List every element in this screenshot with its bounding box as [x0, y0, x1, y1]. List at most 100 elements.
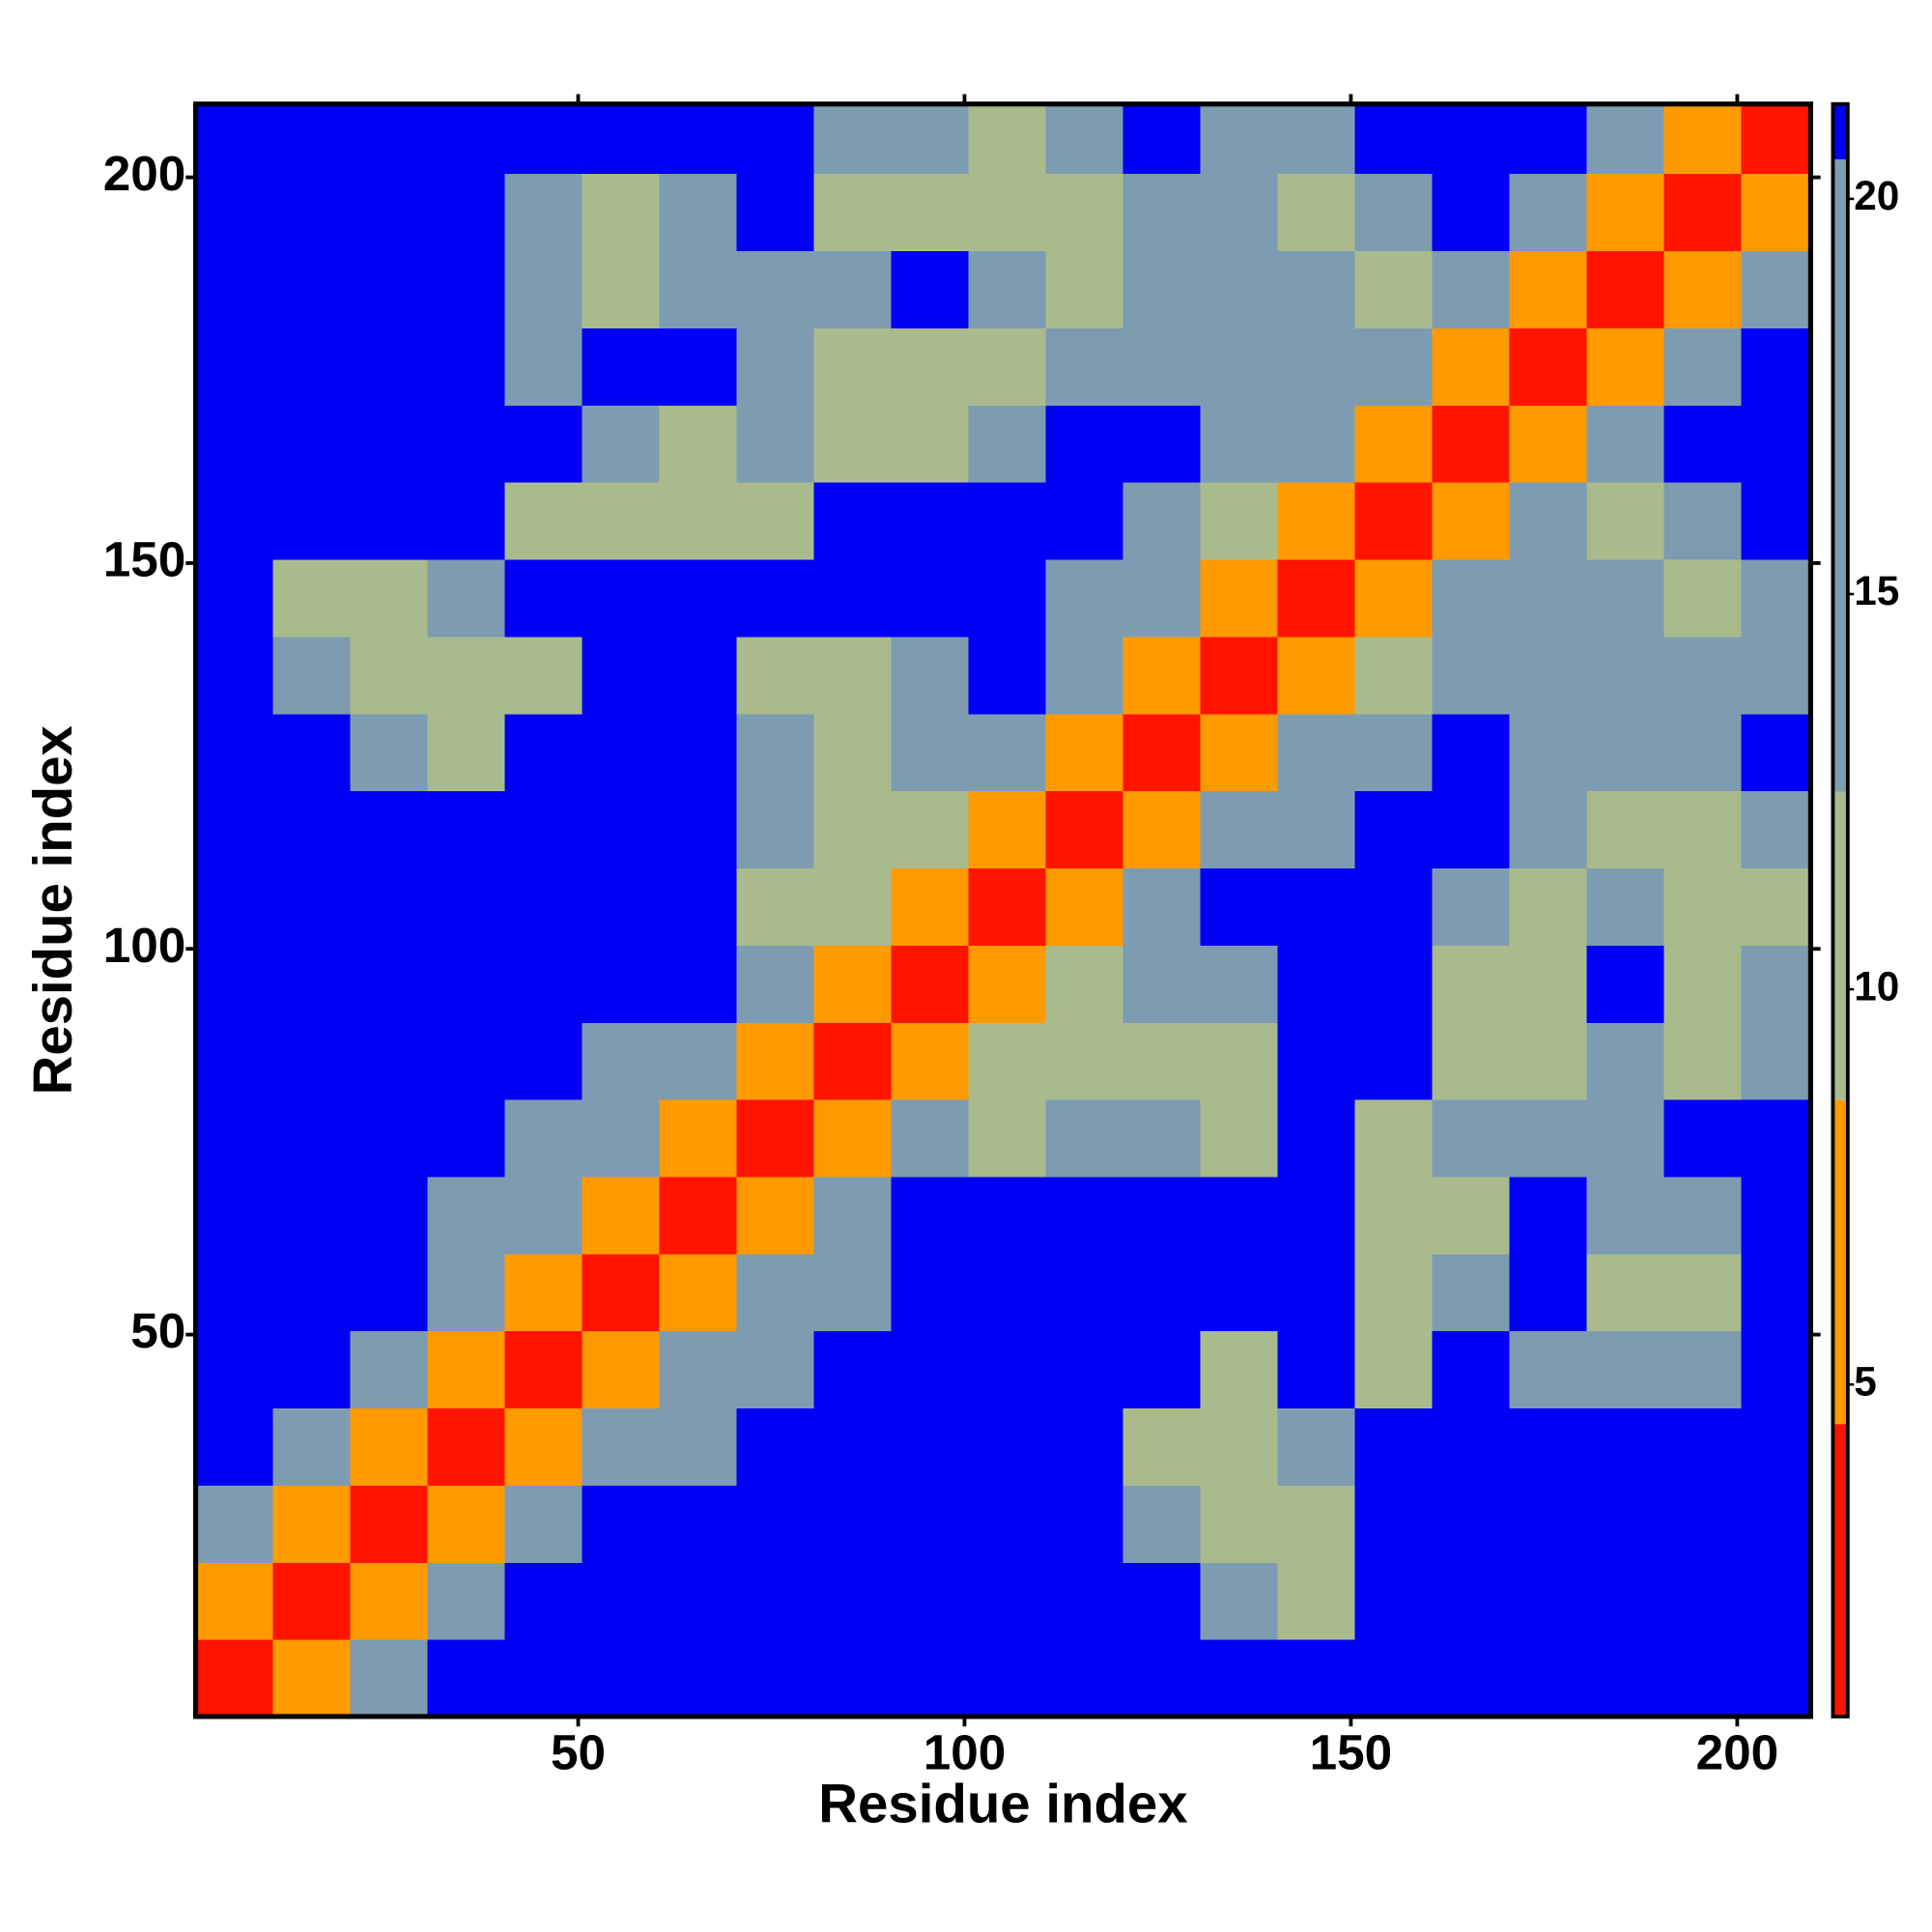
heatmap-cell — [350, 1098, 429, 1178]
heatmap-cell — [813, 636, 893, 715]
heatmap-cell — [272, 482, 352, 560]
heatmap-cell — [736, 790, 815, 869]
heatmap-cell — [891, 1098, 970, 1178]
heatmap-cell — [1509, 790, 1588, 869]
heatmap-cell — [1354, 1022, 1434, 1100]
heatmap-cell — [1122, 103, 1202, 175]
heatmap-cell — [1045, 327, 1124, 406]
heatmap-cell — [1432, 1562, 1511, 1640]
heatmap-cell — [1586, 1253, 1665, 1332]
colorbar: 5 10 15 20 — [1833, 103, 1899, 1717]
heatmap-cell — [659, 1485, 738, 1563]
heatmap-cell — [1663, 1485, 1743, 1563]
heatmap-cell — [1354, 790, 1434, 869]
heatmap-cell — [968, 173, 1047, 252]
heatmap-cell — [1200, 790, 1279, 869]
heatmap-cell — [1200, 1485, 1279, 1563]
heatmap-cell — [1045, 867, 1124, 946]
heatmap-cell — [1354, 945, 1434, 1023]
heatmap-cell — [813, 867, 893, 946]
heatmap-cell — [427, 558, 506, 638]
heatmap-cell — [1432, 173, 1511, 252]
heatmap-cell — [813, 250, 893, 328]
heatmap-cell — [736, 558, 815, 638]
heatmap-cell — [1045, 558, 1124, 638]
heatmap-cell — [1200, 1098, 1279, 1178]
heatmap-cell — [504, 1176, 583, 1255]
heatmap-cell — [1741, 636, 1811, 715]
heatmap-cell — [427, 790, 506, 869]
heatmap-cell — [1741, 1330, 1811, 1409]
heatmap-cell — [1277, 1098, 1356, 1178]
heatmap-cell — [195, 327, 274, 406]
heatmap-cell — [1663, 1253, 1743, 1332]
heatmap-cell — [582, 1485, 661, 1563]
colorbar-tick-label: 20 — [1854, 173, 1899, 218]
heatmap-cell — [813, 1022, 893, 1100]
heatmap-cell — [504, 1022, 583, 1100]
heatmap-cell — [350, 1253, 429, 1332]
heatmap-cell — [968, 1639, 1047, 1718]
heatmap-cell — [891, 558, 970, 638]
heatmap-cell — [1586, 405, 1665, 483]
heatmap-cell — [427, 1639, 506, 1718]
heatmap-cell — [736, 1330, 815, 1409]
heatmap-cell — [1277, 103, 1356, 175]
heatmap-cell — [1354, 1253, 1434, 1332]
heatmap-cell — [1354, 1485, 1434, 1563]
heatmap-cell — [736, 1639, 815, 1718]
heatmap-cell — [582, 1253, 661, 1332]
heatmap-cell — [427, 1022, 506, 1100]
heatmap-cell — [1741, 1639, 1811, 1718]
heatmap-cell — [427, 636, 506, 715]
heatmap-cell — [1200, 1407, 1279, 1486]
heatmap-cell — [1741, 790, 1811, 869]
heatmap-cell — [427, 327, 506, 406]
heatmap-cell — [350, 1485, 429, 1563]
x-axis-label: Residue index — [818, 1774, 1187, 1834]
heatmap-cell — [1432, 1407, 1511, 1486]
x-tick-label: 50 — [551, 1724, 606, 1779]
heatmap-cell — [195, 1562, 274, 1640]
heatmap-cell — [1045, 945, 1124, 1023]
heatmap-cell — [968, 327, 1047, 406]
heatmap-cell — [1045, 1407, 1124, 1486]
heatmap-cell — [1122, 558, 1202, 638]
heatmap-cell — [1045, 173, 1124, 252]
heatmap-cell — [813, 1176, 893, 1255]
heatmap-cell — [736, 103, 815, 175]
heatmap-cell — [1509, 1330, 1588, 1409]
heatmap-cell — [1741, 327, 1811, 406]
heatmap-cell — [891, 1022, 970, 1100]
heatmap-cell — [1122, 1485, 1202, 1563]
heatmap-cell — [1741, 1098, 1811, 1178]
heatmap-cell — [891, 867, 970, 946]
heatmap-cell — [1200, 1639, 1279, 1718]
heatmap-cell — [427, 250, 506, 328]
heatmap-cell — [891, 173, 970, 252]
heatmap-cell — [1045, 1253, 1124, 1332]
heatmap-cell — [1663, 713, 1743, 792]
heatmap-cell — [891, 327, 970, 406]
heatmap-cell — [1432, 405, 1511, 483]
heatmap-cell — [272, 1330, 352, 1409]
heatmap-cell — [813, 482, 893, 560]
heatmap-cell — [582, 405, 661, 483]
heatmap-cell — [504, 482, 583, 560]
heatmap-cell — [427, 1562, 506, 1640]
heatmap-cell — [1586, 103, 1665, 175]
heatmap-cell — [1741, 1253, 1811, 1332]
heatmap-cell — [195, 713, 274, 792]
heatmap-cell — [1741, 867, 1811, 946]
heatmap-cell — [1354, 250, 1434, 328]
heatmap-cell — [968, 1253, 1047, 1332]
heatmap-cell — [582, 558, 661, 638]
heatmap-cell — [1663, 945, 1743, 1023]
heatmap-cell — [272, 327, 352, 406]
heatmap-cell — [1045, 1022, 1124, 1100]
heatmap-cell — [1122, 867, 1202, 946]
heatmap-cell — [1277, 1485, 1356, 1563]
heatmap-cell — [1277, 1022, 1356, 1100]
heatmap-cell — [1509, 250, 1588, 328]
heatmap-cell — [891, 945, 970, 1023]
